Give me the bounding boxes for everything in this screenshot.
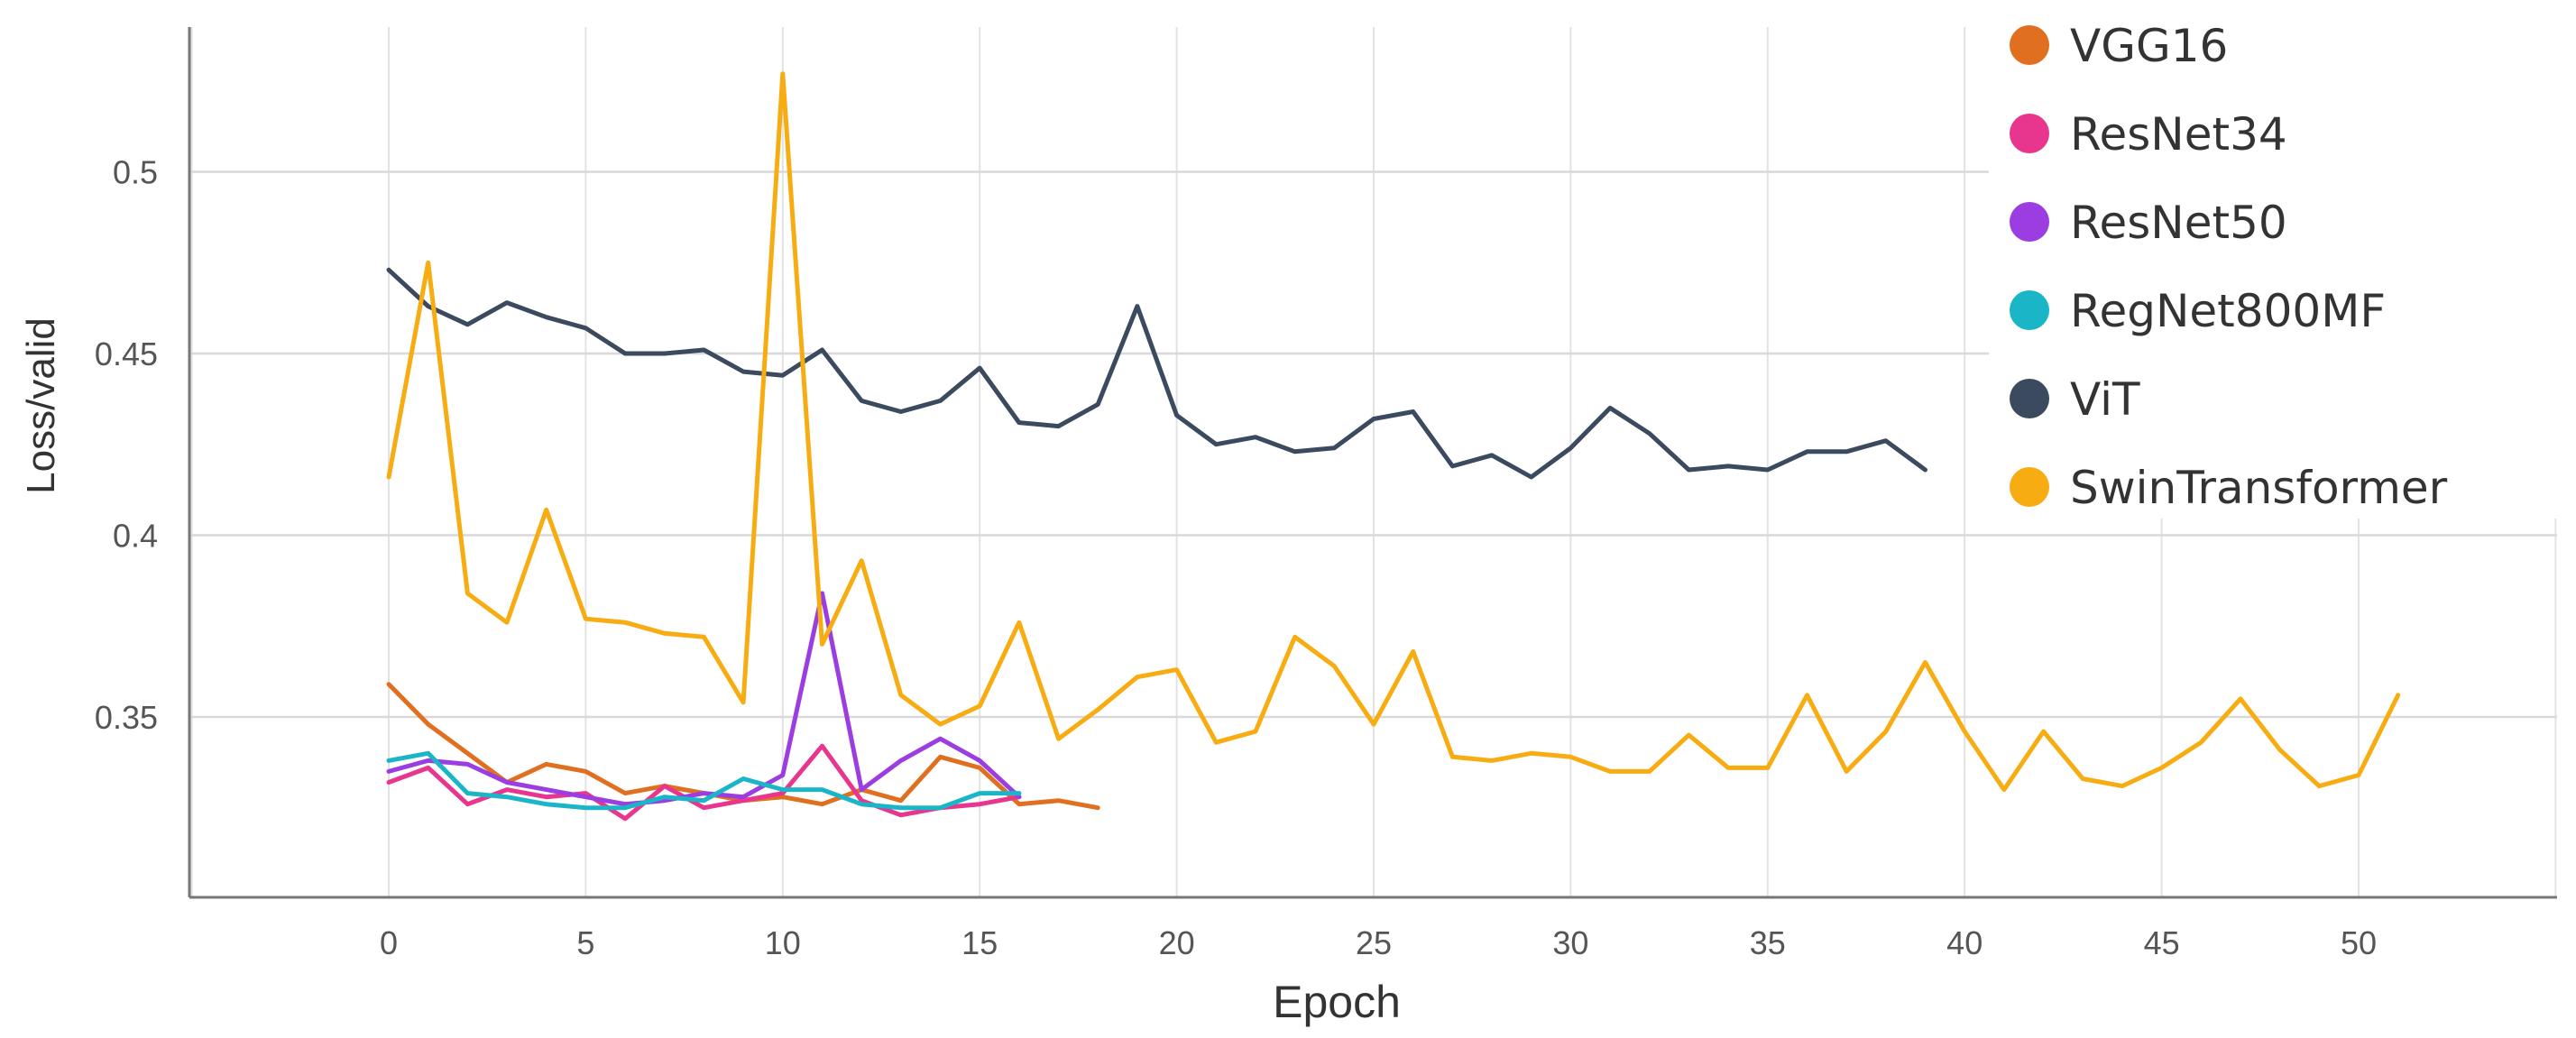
legend-label-resnet34: ResNet34 [2070,108,2287,161]
legend-label-resnet50: ResNet50 [2070,197,2287,249]
series-line-regnet800mf [386,750,1022,811]
y-tick-label: 0.35 [95,699,158,736]
x-tick-label: 20 [1159,924,1195,961]
x-tick-label: 35 [1750,924,1786,961]
series-line-swintransformer [386,71,2401,793]
axes [188,27,2557,899]
x-tick-label: 0 [380,924,398,961]
series-line-resnet50 [386,591,1022,807]
x-tick-labels: 0 5 10 15 20 25 30 35 40 45 50 [380,924,2377,961]
series-lines [386,71,2401,822]
x-tick-label: 45 [2144,924,2180,961]
x-tick-label: 15 [961,924,998,961]
legend-label-regnet800mf: RegNet800MF [2070,285,2386,337]
x-tick-label: 5 [576,924,594,961]
legend-marker-resnet50 [2010,202,2049,242]
x-tick-label: 50 [2341,924,2377,961]
x-tick-label: 30 [1552,924,1588,961]
x-tick-label: 10 [765,924,801,961]
legend-label-swintransformer: SwinTransformer [2070,462,2448,514]
legend-background [1989,0,2566,519]
x-axis-label: Epoch [1273,977,1401,1027]
legend-marker-regnet800mf [2010,290,2049,330]
y-tick-label: 0.45 [95,335,158,372]
y-tick-label: 0.5 [113,154,158,191]
legend-label-vgg16: VGG16 [2070,20,2228,72]
legend-marker-vgg16 [2010,25,2049,65]
legend-marker-swintransformer [2010,467,2049,507]
y-tick-label: 0.4 [113,518,158,555]
legend-marker-resnet34 [2010,114,2049,153]
legend-marker-vit [2010,379,2049,418]
x-tick-label: 25 [1356,924,1392,961]
y-tick-labels: 0.35 0.4 0.45 0.5 [95,154,158,737]
legend-label-vit: ViT [2070,373,2140,426]
x-tick-label: 40 [1946,924,1983,961]
series-line-vit [386,267,1927,480]
y-axis-label: Loss/valid [19,317,63,494]
legend: VGG16 ResNet34 ResNet50 RegNet800MF ViT SwinT… [1989,0,2566,519]
